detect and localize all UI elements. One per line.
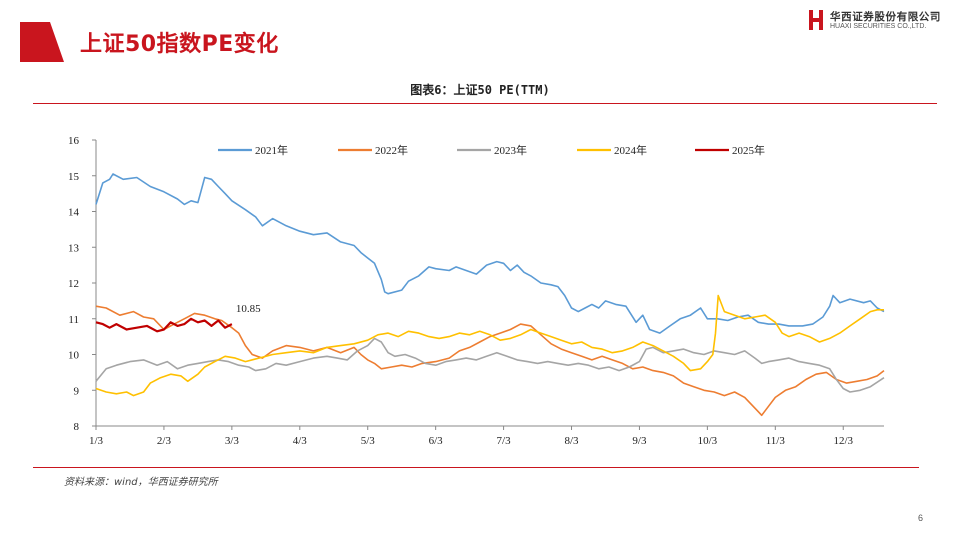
page-title: 上证50指数PE变化 <box>80 32 279 57</box>
legend-label: 2024年 <box>614 143 647 157</box>
title-accent-block <box>20 22 64 62</box>
y-tick-label: 16 <box>68 135 80 147</box>
series-line-2022 <box>95 305 885 417</box>
caption-divider <box>33 103 937 104</box>
x-tick-label: 9/3 <box>632 435 647 447</box>
x-tick-label: 2/3 <box>157 435 172 447</box>
series-line-2025 <box>95 317 233 333</box>
y-tick-label: 12 <box>68 278 79 290</box>
company-logo: 华西证券股份有限公司 HUAXI SECURITIES CO.,LTD. <box>808 8 952 34</box>
x-tick-label: 11/3 <box>766 435 786 447</box>
source-note: 资料来源：wind，华西证券研究所 <box>64 477 218 488</box>
x-tick-label: 10/3 <box>698 435 718 447</box>
page-number: 6 <box>918 513 924 523</box>
legend-label: 2021年 <box>255 143 288 157</box>
x-tick-label: 5/3 <box>361 435 376 447</box>
y-tick-label: 11 <box>68 314 79 326</box>
y-tick-label: 15 <box>68 171 80 183</box>
x-tick-label: 1/3 <box>89 435 104 447</box>
x-tick-label: 3/3 <box>225 435 240 447</box>
x-tick-label: 8/3 <box>564 435 579 447</box>
series-line-2023 <box>95 337 885 393</box>
series-line-2021 <box>95 173 885 334</box>
data-label: 10.85 <box>236 303 261 315</box>
source-divider <box>33 467 919 468</box>
company-name-en: HUAXI SECURITIES CO.,LTD. <box>830 23 927 30</box>
legend-label: 2022年 <box>375 143 408 157</box>
x-tick-label: 4/3 <box>293 435 308 447</box>
series-line-2024 <box>95 294 884 397</box>
y-tick-label: 10 <box>68 350 80 362</box>
y-tick-label: 13 <box>68 242 80 254</box>
huaxi-logo-icon <box>809 10 823 30</box>
legend-label: 2025年 <box>732 143 765 157</box>
chart-caption: 图表6：上证50 PE(TTM) <box>410 83 550 97</box>
y-tick-label: 9 <box>74 385 80 397</box>
x-tick-label: 12/3 <box>833 435 853 447</box>
legend-label: 2023年 <box>494 143 527 157</box>
x-tick-label: 7/3 <box>497 435 512 447</box>
y-tick-label: 14 <box>68 207 80 219</box>
y-tick-label: 8 <box>74 421 80 433</box>
x-tick-label: 6/3 <box>429 435 444 447</box>
company-name-cn: 华西证券股份有限公司 <box>830 11 941 23</box>
